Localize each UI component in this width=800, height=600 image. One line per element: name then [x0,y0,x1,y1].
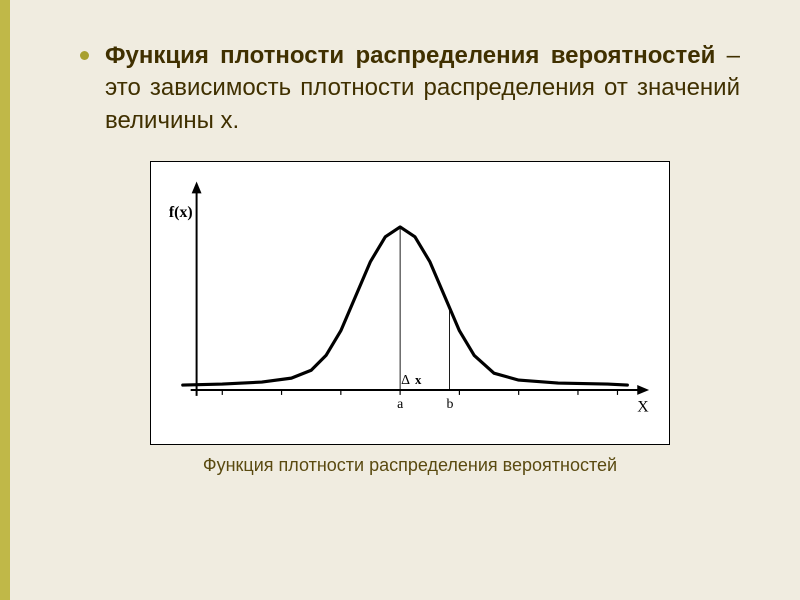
definition-text: Функция плотности распределения вероятно… [105,40,740,137]
svg-text:X: X [637,399,649,416]
definition-bold: Функция плотности распределения вероятно… [105,42,715,69]
bullet-dot-icon [80,51,89,60]
density-chart: f(x) X Δxa b [163,176,657,436]
svg-text:Δ: Δ [401,372,410,387]
svg-text:b: b [447,396,454,411]
slide: Функция плотности распределения вероятно… [0,0,800,600]
svg-text:x: x [415,373,422,387]
chart-container: f(x) X Δxa b [150,161,670,445]
definition-block: Функция плотности распределения вероятно… [80,40,740,137]
chart-caption: Функция плотности распределения вероятно… [80,455,740,476]
svg-text:f(x): f(x) [169,204,193,221]
svg-text:a: a [397,396,403,411]
